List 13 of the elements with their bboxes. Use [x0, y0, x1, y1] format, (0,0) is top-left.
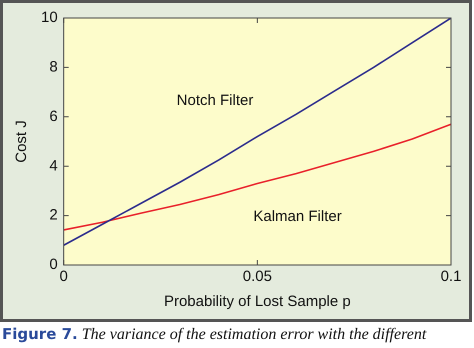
x-tick-label: 0.1 — [440, 268, 462, 286]
x-axis-title: Probability of Lost Sample p — [164, 293, 351, 310]
y-tick-label: 10 — [40, 9, 58, 26]
x-tick-label: 0.05 — [242, 268, 272, 286]
y-tick-label: 0 — [49, 256, 58, 274]
y-tick-label: 8 — [49, 58, 58, 76]
y-tick-label: 6 — [49, 108, 58, 125]
series-label: Kalman Filter — [253, 208, 342, 226]
caption: Figure 7. The variance of the estimation error with the different — [2, 325, 426, 343]
series-label: Notch Filter — [176, 92, 254, 110]
y-tick-label: 2 — [49, 206, 58, 224]
y-tick-label: 4 — [49, 157, 58, 174]
y-axis-title: Cost J — [13, 120, 30, 163]
